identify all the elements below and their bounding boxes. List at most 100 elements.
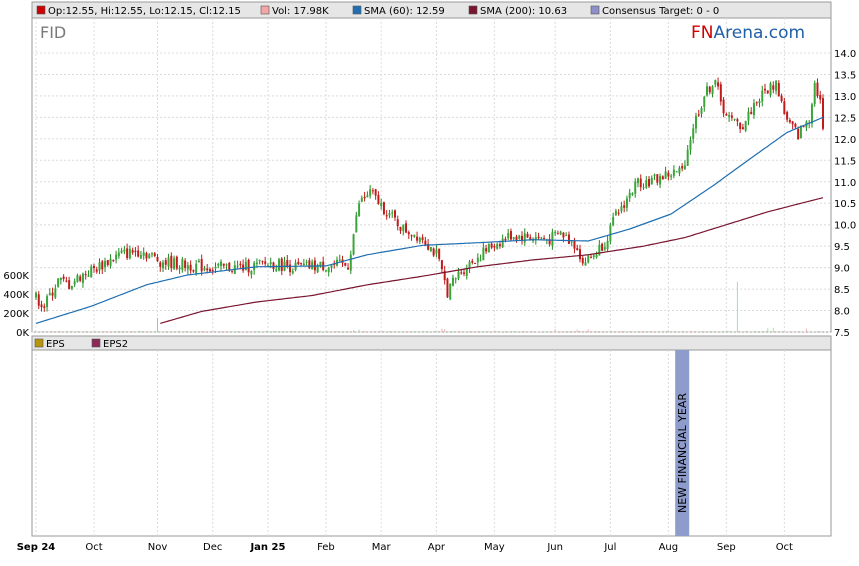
candle-body	[797, 128, 800, 140]
candle-body	[104, 261, 107, 268]
candle	[509, 228, 512, 242]
candle	[521, 231, 524, 245]
candle	[570, 241, 573, 247]
candle-body	[178, 267, 181, 270]
candle-body	[675, 171, 678, 173]
candle	[391, 209, 394, 218]
candle-body	[291, 271, 294, 274]
candle	[797, 126, 800, 140]
candle-body	[399, 227, 402, 231]
candle	[137, 245, 140, 258]
candle-body	[366, 195, 369, 198]
candle-body	[794, 123, 797, 127]
candle-body	[570, 241, 573, 243]
candle-body	[109, 258, 112, 266]
candle	[819, 90, 822, 104]
candle-body	[739, 123, 742, 129]
candle	[388, 209, 391, 219]
candle-body	[692, 128, 695, 139]
candle	[432, 247, 435, 257]
candle	[722, 97, 725, 118]
legend-swatch	[36, 5, 46, 15]
month-axis-labels: Sep 24 Oct Nov Dec Jan 25 Feb Mar Apr May Jun Jul A…	[17, 542, 793, 553]
candle	[451, 274, 454, 287]
candle	[35, 291, 37, 301]
candle	[468, 259, 471, 274]
candle-body	[648, 178, 651, 187]
candle	[551, 228, 554, 250]
candle	[126, 243, 129, 261]
candle-body	[468, 261, 471, 269]
candle-body	[37, 294, 40, 306]
candle-body	[405, 223, 408, 233]
candle	[711, 85, 714, 98]
candle	[788, 118, 791, 124]
candle	[741, 123, 744, 130]
candle-body	[195, 263, 198, 274]
legend-label: Op:12.55, Hi:12.55, Lo:12.15, Cl:12.15	[48, 6, 241, 17]
candle	[730, 112, 733, 121]
candle	[463, 268, 466, 277]
candle-body	[126, 248, 129, 258]
month-label: Jul	[603, 542, 616, 553]
candle	[220, 259, 223, 271]
candle-body	[48, 293, 51, 296]
candle-body	[59, 277, 62, 281]
candle	[51, 287, 54, 301]
new-financial-year-label: NEW FINANCIAL YEAR	[676, 393, 689, 513]
candle-body	[184, 260, 187, 269]
candle-body	[783, 101, 786, 115]
candle	[683, 160, 686, 171]
candle-body	[786, 112, 789, 120]
candle-body	[192, 270, 195, 272]
candle	[438, 248, 441, 262]
candle-body	[79, 276, 82, 281]
candle-body	[515, 236, 518, 241]
candle	[634, 178, 637, 198]
candle-body	[761, 90, 764, 102]
candle-body	[587, 255, 590, 263]
candle	[70, 285, 73, 291]
candle-body	[656, 174, 659, 183]
candle-body	[810, 104, 813, 124]
candle-body	[650, 177, 653, 185]
candle	[758, 98, 761, 108]
lower-legend-item-eps2: EPS2	[91, 338, 128, 350]
candle	[675, 170, 678, 173]
candle	[330, 264, 333, 273]
candle	[150, 252, 153, 258]
candle-body	[402, 224, 405, 232]
month-label: Sep	[717, 542, 736, 553]
candle-body	[142, 252, 145, 256]
candle-body	[73, 281, 76, 285]
candle-body	[327, 267, 330, 273]
candle	[396, 215, 399, 231]
eps-panel	[31, 335, 832, 537]
candle	[697, 109, 700, 117]
candle-body	[471, 260, 474, 263]
candle-body	[476, 257, 479, 263]
candle-body	[526, 233, 529, 238]
candle-body	[554, 232, 557, 234]
candle-body	[440, 260, 443, 270]
candle-body	[175, 256, 178, 269]
price-tick: 9.0	[834, 264, 850, 275]
candle-body	[264, 261, 267, 264]
candle-body	[747, 111, 750, 121]
candle-body	[755, 102, 758, 104]
candle-body	[465, 268, 468, 276]
candle-body	[217, 263, 220, 266]
candle-body	[670, 175, 673, 177]
month-label: Mar	[372, 542, 392, 553]
candle	[261, 260, 264, 265]
price-tick: 12.0	[834, 135, 856, 146]
candle-body	[678, 167, 681, 174]
candle-body	[598, 244, 601, 256]
legend-label: Consensus Target: 0 - 0	[602, 6, 719, 17]
volume-tick: 600K	[3, 271, 29, 282]
candle	[250, 270, 253, 279]
candle	[614, 208, 617, 216]
candle-body	[388, 213, 391, 216]
candle	[255, 258, 258, 268]
candle-body	[769, 83, 772, 96]
